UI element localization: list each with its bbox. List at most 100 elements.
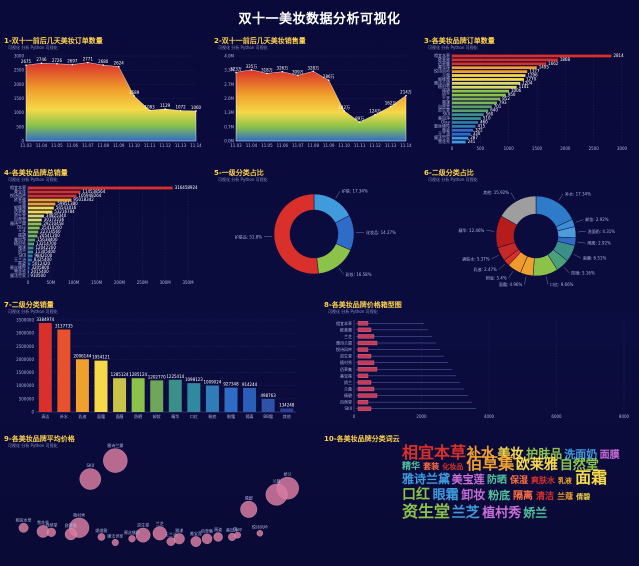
y-tick-label: 薇姿 <box>442 126 450 132</box>
word: 资生堂 <box>402 502 450 521</box>
word: 套装 <box>422 461 439 471</box>
x-tick-label: 11.14 <box>190 143 202 148</box>
bubble <box>256 530 264 537</box>
data-label: 2771 <box>83 56 94 61</box>
data-label: 3384974 <box>36 317 54 322</box>
box <box>357 347 369 352</box>
data-point <box>195 110 197 112</box>
data-label: 498763 <box>261 393 277 398</box>
panel-title: 2-双十一前后几天美妆销售量 <box>214 37 306 45</box>
data-label: 286万 <box>323 74 335 79</box>
x-tick-label: 11.09 <box>113 143 125 148</box>
y-tick-label: 1500000 <box>16 370 34 375</box>
slice-label: 补水: 17.34% <box>565 190 591 196</box>
bar <box>28 194 77 198</box>
data-label: 2726 <box>52 58 63 63</box>
slice-label: 乳液: 2.47% <box>474 266 498 272</box>
bar <box>452 74 526 77</box>
bar <box>28 202 56 206</box>
data-point <box>266 72 268 75</box>
x-tick-label: 100M <box>68 280 80 285</box>
data-point <box>343 110 345 112</box>
y-tick-label: 倩碧 <box>344 392 352 398</box>
bubble-label: 雪花秀 <box>37 519 49 525</box>
x-tick-label: 250M <box>137 280 149 285</box>
x-tick-label: 0 <box>353 414 356 419</box>
word: 隔离 <box>513 489 533 502</box>
bar <box>28 218 42 222</box>
data-label: 22314560 <box>40 229 61 234</box>
box <box>357 340 378 346</box>
panel-brand-avg-price: 9-各美妆品牌平均价格 可视化 分析 Python 可视化 雅诗兰黛 娇兰 兰蔻 SK… <box>4 434 304 562</box>
word: 植村秀 <box>481 505 522 521</box>
word: 洗面奶 <box>564 447 597 461</box>
data-label: 20541200 <box>39 233 60 238</box>
x-tick-label: 2000 <box>560 146 571 151</box>
x-tick-label: 11.07 <box>292 143 304 148</box>
data-label: 105948264 <box>78 193 101 198</box>
y-tick-label: 植村秀 <box>14 240 26 246</box>
label-leader <box>498 263 505 270</box>
bubble-label: 植村秀 <box>73 511 85 517</box>
x-tick-label: BB霜 <box>263 413 273 419</box>
x-tick-label: 粉底 <box>208 413 216 419</box>
bar <box>187 383 201 412</box>
data-label: 3205800 <box>31 265 49 270</box>
x-tick-label: 精华 <box>171 413 179 419</box>
data-label: 11305400 <box>35 249 56 254</box>
data-label: 241 <box>468 139 476 144</box>
data-label: 142万 <box>338 105 350 110</box>
y-tick-label: 雪花秀 <box>438 138 450 144</box>
x-tick-label: 3000 <box>617 146 628 151</box>
data-label: 1006 <box>511 88 522 93</box>
x-tick-label: 300M <box>160 280 172 285</box>
box <box>357 360 375 365</box>
bubble-label: 妮维雅 <box>95 527 107 533</box>
bar <box>28 206 54 210</box>
panel-category2-pie: 6-二级分类占比 可视化 分析 Python 可视化 补水: 17.34% 卸妆:… <box>424 168 634 290</box>
word: 相宜本草 <box>402 443 466 462</box>
data-label: 326万 <box>277 66 289 71</box>
y-tick-label: 1000 <box>14 110 25 115</box>
y-tick-label: 资生堂 <box>438 107 450 113</box>
bar <box>452 78 524 81</box>
y-tick-label: 雅诗兰黛 <box>10 220 26 226</box>
x-tick-label: 1500 <box>532 146 543 151</box>
panel-subtitle: 可视化 分析 Python 可视化 <box>8 309 58 314</box>
data-label: 372 <box>475 127 483 132</box>
bar <box>150 380 164 412</box>
panel-title: 3-各美妆品牌订单数量 <box>424 37 495 45</box>
y-tick-label: 美加净 <box>438 115 450 121</box>
y-tick-label: 2000 <box>14 82 25 87</box>
bubble-label: 自然堂 <box>45 522 57 528</box>
data-label: 1204 <box>522 80 533 85</box>
word: 面膜 <box>600 448 620 461</box>
x-tick-label: 500 <box>477 146 485 151</box>
y-tick-label: 自然堂 <box>340 399 352 405</box>
data-label: 2680 <box>98 59 109 64</box>
y-tick-label: 自然堂 <box>14 216 26 222</box>
slice-label: 精华: 12.46% <box>458 227 484 233</box>
data-label: 510 <box>483 116 491 121</box>
bubble-label: 悦诗风吟 <box>252 524 268 530</box>
y-tick-label: 相宜本草 <box>10 184 26 190</box>
bar <box>28 270 29 274</box>
data-label: 910500 <box>30 273 46 278</box>
data-label: 214万 <box>400 90 412 95</box>
box <box>357 386 375 392</box>
y-tick-label: 3000000 <box>16 331 34 336</box>
word: 雅诗兰黛 <box>401 471 450 486</box>
data-label: 95018342 <box>73 197 94 202</box>
y-tick-label: 植村秀 <box>340 359 352 365</box>
y-tick-label: 美宝莲 <box>14 188 26 194</box>
data-label: 1285124 <box>129 372 147 377</box>
word: 清洁 <box>536 490 554 502</box>
x-tick-label: 11.10 <box>128 143 140 148</box>
bubble <box>213 532 223 542</box>
x-tick-label: 11.14 <box>400 143 412 148</box>
y-tick-label: 兰芝 <box>442 95 450 101</box>
panel-title: 7-二级分类销量 <box>4 301 54 309</box>
y-tick-label: 资生堂 <box>340 353 352 359</box>
data-label: 1072 <box>175 105 186 110</box>
